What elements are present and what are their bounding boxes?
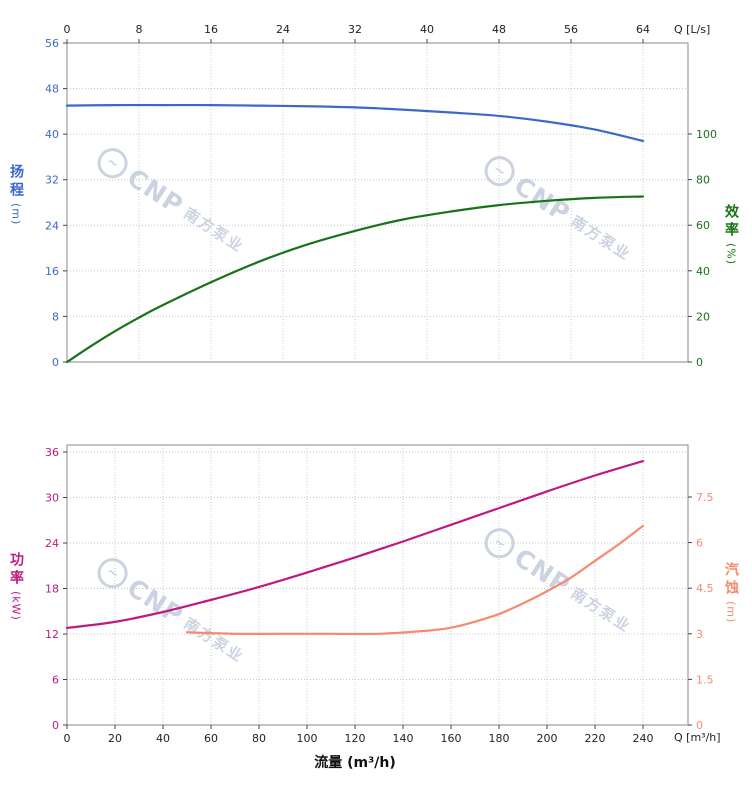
tick-label: 80 bbox=[696, 174, 710, 187]
tick-label: 24 bbox=[45, 219, 59, 232]
curve-power bbox=[65, 460, 645, 630]
power-axis-title: 功率 (kW) bbox=[6, 552, 26, 621]
tick-label: 180 bbox=[489, 732, 510, 745]
tick-label: 12 bbox=[45, 628, 59, 641]
axis-ticks-labels: 0 8 16 24 32 40 48 56 64081624324048560204060801… bbox=[45, 23, 717, 745]
tick-label: 80 bbox=[252, 732, 266, 745]
tick-label: 0 bbox=[52, 356, 59, 369]
plot-frame bbox=[66, 42, 689, 363]
tick-label: 8 bbox=[136, 23, 143, 36]
tick-label: 160 bbox=[441, 732, 462, 745]
gridlines bbox=[67, 43, 688, 725]
tick-label: 32 bbox=[45, 174, 59, 187]
curve-efficiency bbox=[65, 195, 645, 364]
power-axis-label: 功率 bbox=[8, 552, 24, 588]
tick-label: 56 bbox=[45, 37, 59, 50]
tick-label: 200 bbox=[537, 732, 558, 745]
plot-frame bbox=[66, 444, 689, 726]
tick-label: 40 bbox=[45, 128, 59, 141]
tick-label: 100 bbox=[297, 732, 318, 745]
tick-label: 64 bbox=[636, 23, 650, 36]
tick-label: 24 bbox=[45, 537, 59, 550]
tick-label: 36 bbox=[45, 446, 59, 459]
npsh-axis-title: 汽蚀 (m) bbox=[721, 562, 741, 623]
tick-label: 0 bbox=[64, 732, 71, 745]
tick-label: 40 bbox=[696, 265, 710, 278]
npsh-axis-label: 汽蚀 bbox=[723, 562, 739, 598]
tick-label: 4.5 bbox=[696, 582, 714, 595]
tick-label: 140 bbox=[393, 732, 414, 745]
plot-frames bbox=[66, 42, 689, 726]
tick-label: 20 bbox=[696, 310, 710, 323]
head-axis-unit: (m) bbox=[9, 203, 23, 226]
tick-label: 6 bbox=[52, 674, 59, 687]
tick-label: 0 bbox=[696, 719, 703, 732]
tick-label: 100 bbox=[696, 128, 717, 141]
tick-label: 18 bbox=[45, 583, 59, 596]
tick-label: 20 bbox=[108, 732, 122, 745]
tick-label: 0 bbox=[52, 719, 59, 732]
tick-label: 48 bbox=[492, 23, 506, 36]
tick-label: 40 bbox=[420, 23, 434, 36]
tick-label: 32 bbox=[348, 23, 362, 36]
npsh-axis-unit: (m) bbox=[724, 601, 738, 624]
tick-label: 60 bbox=[204, 732, 218, 745]
tick-label: 1.5 bbox=[696, 673, 714, 686]
tick-label: 24 bbox=[276, 23, 290, 36]
tick-label: 240 bbox=[633, 732, 654, 745]
power-axis-unit: (kW) bbox=[9, 591, 23, 621]
tick-label: 60 bbox=[696, 219, 710, 232]
curve-head bbox=[65, 103, 645, 143]
tick-label: 16 bbox=[204, 23, 218, 36]
tick-label: 40 bbox=[156, 732, 170, 745]
tick-label: 6 bbox=[696, 537, 703, 550]
tick-label: 3 bbox=[696, 628, 703, 641]
efficiency-axis-label: 效率 bbox=[723, 204, 739, 240]
tick-label: 7.5 bbox=[696, 491, 714, 504]
tick-label: 0 bbox=[696, 356, 703, 369]
tick-label: 48 bbox=[45, 83, 59, 96]
efficiency-axis-unit: (%) bbox=[724, 243, 738, 266]
tick-label: 8 bbox=[52, 310, 59, 323]
tick-label: 0 bbox=[64, 23, 71, 36]
head-axis-label: 扬程 bbox=[8, 164, 24, 200]
tick-label: 30 bbox=[45, 492, 59, 505]
tick-label: 56 bbox=[564, 23, 578, 36]
head-axis-title: 扬程 (m) bbox=[6, 164, 26, 225]
tick-label: 16 bbox=[45, 265, 59, 278]
curve-npsh bbox=[185, 524, 645, 636]
tick-label: 120 bbox=[345, 732, 366, 745]
efficiency-axis-title: 效率 (%) bbox=[721, 204, 741, 265]
tick-label: 220 bbox=[585, 732, 606, 745]
curves bbox=[65, 103, 645, 636]
